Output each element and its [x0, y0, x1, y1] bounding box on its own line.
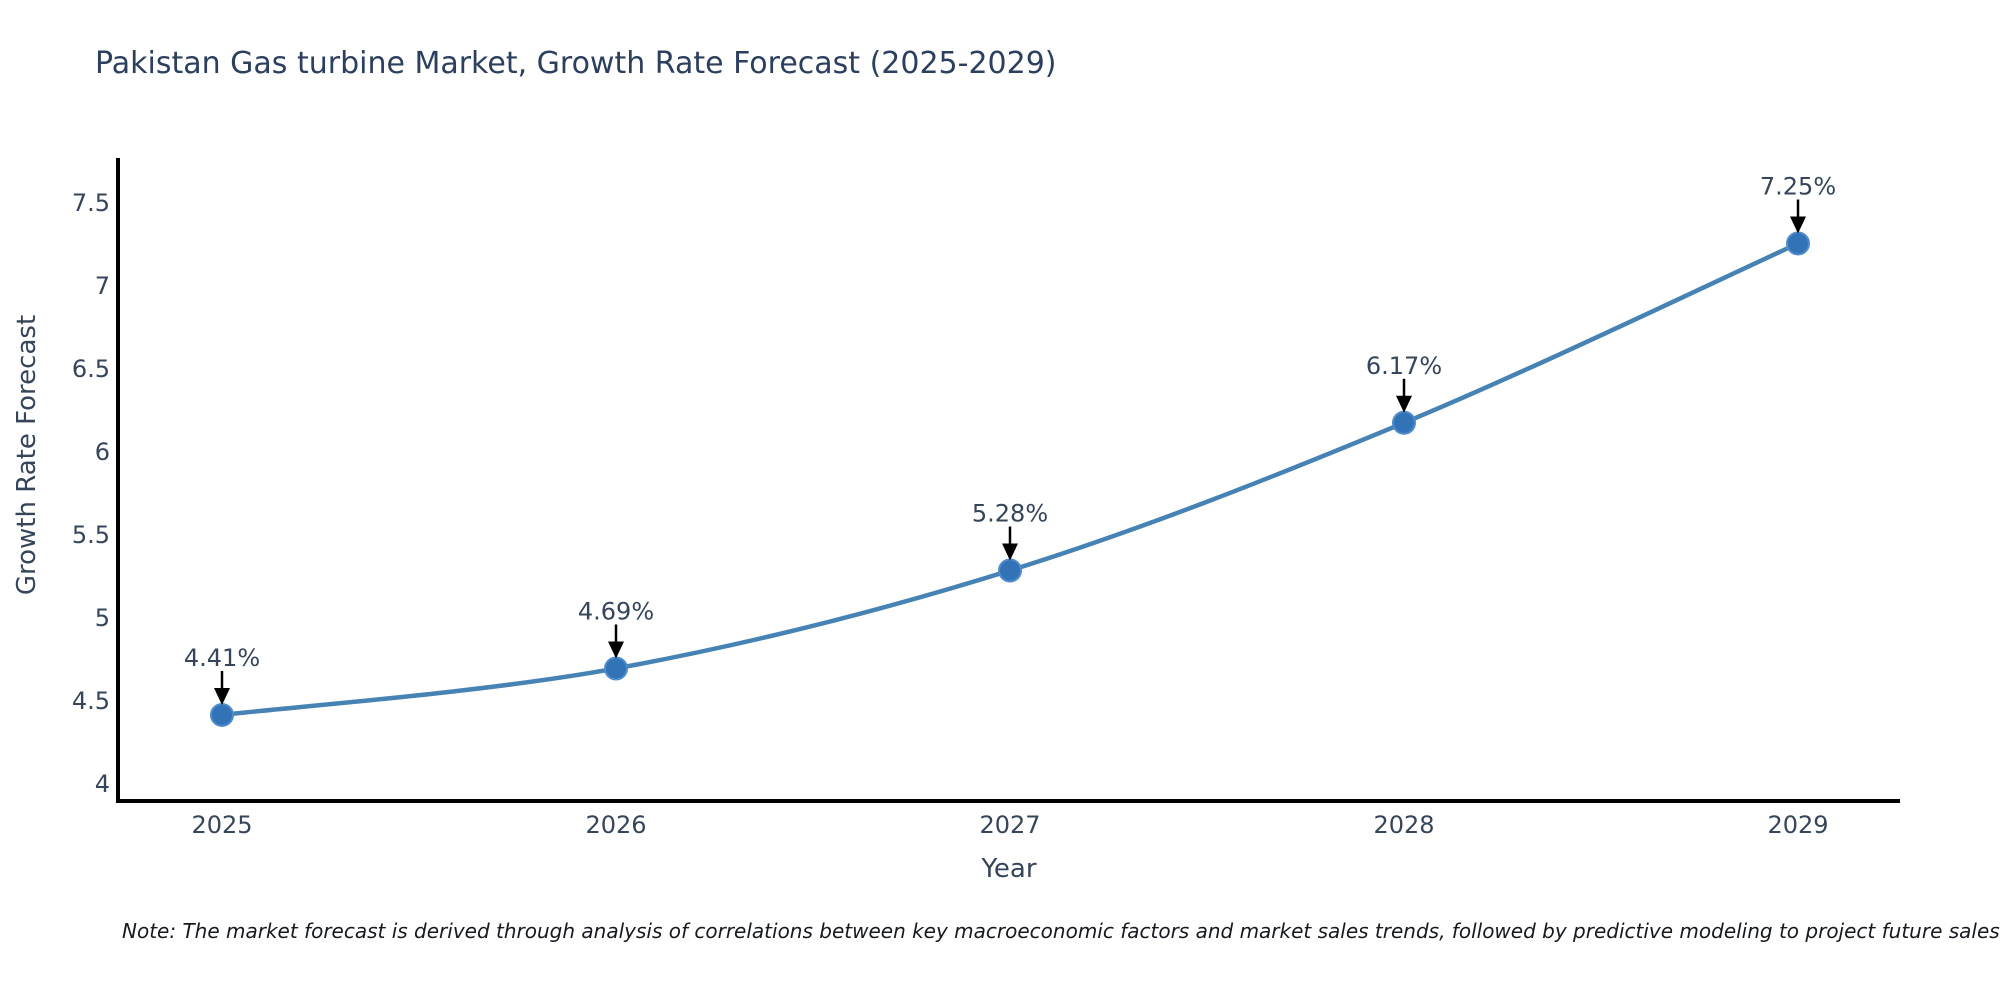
- annotation-arrow-head: [1396, 395, 1412, 413]
- data-point-marker[interactable]: [998, 558, 1022, 583]
- x-tick-label: 2026: [585, 811, 646, 839]
- y-tick-label: 5: [95, 604, 110, 632]
- y-tick-label: 5.5: [72, 521, 110, 549]
- y-tick-label: 6: [95, 438, 110, 466]
- annotation-label: 4.41%: [184, 644, 260, 672]
- data-point-marker[interactable]: [210, 702, 234, 727]
- annotation-label: 6.17%: [1366, 352, 1442, 380]
- x-tick-label: 2025: [191, 811, 252, 839]
- annotation-arrow-head: [214, 687, 230, 705]
- chart-title: Pakistan Gas turbine Market, Growth Rate…: [95, 46, 1057, 81]
- y-tick-label: 4.5: [72, 687, 110, 715]
- annotation-arrow-head: [1002, 543, 1018, 561]
- annotation-label: 4.69%: [578, 597, 654, 625]
- y-tick-label: 7.5: [72, 189, 110, 217]
- y-tick-label: 6.5: [72, 355, 110, 383]
- data-point-marker[interactable]: [1392, 410, 1416, 435]
- data-point-marker[interactable]: [1786, 231, 1810, 256]
- annotation-arrow-head: [1790, 216, 1806, 234]
- annotation-arrow-head: [608, 641, 624, 659]
- data-point-marker[interactable]: [604, 656, 628, 681]
- x-tick-label: 2027: [979, 811, 1040, 839]
- footnote: Note: The market forecast is derived thr…: [122, 919, 2000, 943]
- x-axis-title: Year: [981, 854, 1037, 884]
- x-tick-label: 2029: [1767, 811, 1828, 839]
- y-tick-label: 7: [95, 272, 110, 300]
- annotation-label: 5.28%: [972, 500, 1048, 528]
- annotation-label: 7.25%: [1760, 173, 1836, 201]
- y-tick-label: 4: [95, 770, 110, 798]
- series-line: [219, 241, 1801, 718]
- x-tick-label: 2028: [1373, 811, 1434, 839]
